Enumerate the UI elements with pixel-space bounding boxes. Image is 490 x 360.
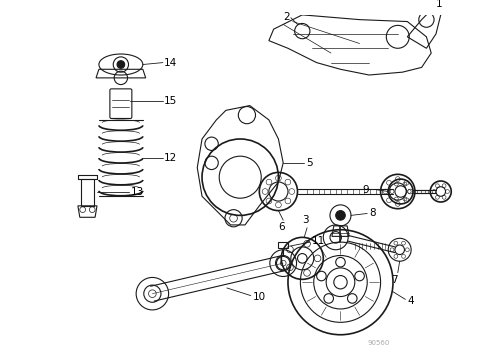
Text: 12: 12	[164, 153, 177, 163]
Text: 8: 8	[369, 207, 376, 217]
Text: 6: 6	[278, 222, 285, 232]
Text: 13: 13	[130, 186, 144, 197]
Text: 10: 10	[253, 292, 266, 302]
Text: 2: 2	[283, 12, 290, 22]
Text: 1: 1	[436, 0, 442, 9]
Text: 4: 4	[407, 296, 414, 306]
Text: 5: 5	[306, 158, 313, 168]
Text: 9: 9	[363, 185, 369, 195]
Text: 90560: 90560	[368, 340, 390, 346]
Text: 3: 3	[302, 215, 309, 225]
Text: 14: 14	[164, 58, 177, 68]
Text: 11: 11	[312, 236, 325, 246]
Circle shape	[336, 211, 345, 220]
Text: 15: 15	[164, 96, 177, 106]
Text: 7: 7	[392, 275, 398, 285]
Circle shape	[117, 61, 124, 68]
FancyBboxPatch shape	[110, 89, 132, 118]
